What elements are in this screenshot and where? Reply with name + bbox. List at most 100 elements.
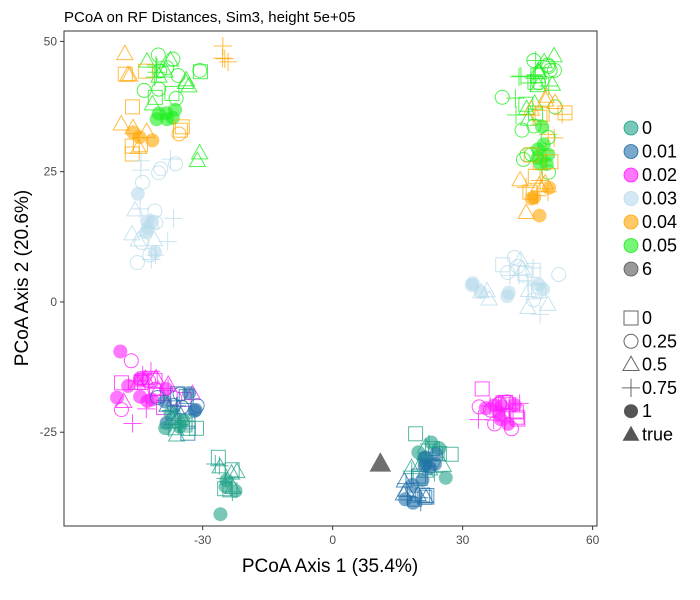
data-point <box>216 469 235 488</box>
data-point <box>210 456 229 475</box>
data-point <box>190 143 209 160</box>
legend-shape-label: true <box>642 425 673 445</box>
legend-color-label: 0.04 <box>642 212 677 232</box>
legend-item-color: 0 <box>623 118 652 138</box>
data-point <box>213 507 228 522</box>
data-point <box>141 362 161 381</box>
data-point <box>123 414 142 433</box>
y-tick-label: 50 <box>44 34 58 48</box>
data-point <box>542 180 557 195</box>
legend-shape-key <box>621 378 641 397</box>
data-point <box>113 402 129 418</box>
data-point <box>150 47 166 63</box>
data-point <box>213 36 232 56</box>
data-point <box>129 138 148 154</box>
data-point <box>478 401 493 416</box>
axes: -30 0 30 60 -25 0 25 50 <box>40 34 600 547</box>
data-point <box>527 168 543 184</box>
legend-color-key-outline <box>623 191 639 206</box>
data-point <box>506 105 526 125</box>
legend-item-color: 0.02 <box>623 165 677 185</box>
true-point <box>369 452 392 472</box>
y-tick-label: 0 <box>50 295 57 309</box>
y-axis-label: PCoA Axis 2 (20.6%) <box>12 190 33 366</box>
data-point <box>530 175 549 192</box>
data-point <box>228 462 246 479</box>
shape-legend: 0 0.25 0.5 0.75 1 true <box>621 308 677 445</box>
legend-shape-label: 0 <box>642 308 652 328</box>
data-point <box>178 388 194 404</box>
data-point <box>511 250 530 267</box>
legend-shape-key <box>623 310 639 326</box>
data-point <box>126 125 141 140</box>
data-point <box>536 282 551 297</box>
data-point <box>523 147 539 163</box>
data-point <box>131 199 150 218</box>
legend-color-label: 6 <box>642 259 652 279</box>
data-point <box>407 491 423 507</box>
legend-shape-key <box>623 333 639 349</box>
data-point <box>110 390 125 405</box>
data-point <box>500 289 515 304</box>
chart-title: PCoA on RF Distances, Sim3, height 5e+05 <box>64 9 355 26</box>
legend-shape-key <box>622 355 640 372</box>
data-point <box>422 460 437 475</box>
data-point <box>169 415 188 434</box>
data-point <box>522 99 541 116</box>
data-point <box>517 99 536 116</box>
data-point <box>514 122 530 138</box>
legend-shape-key <box>622 425 640 441</box>
data-point <box>133 365 152 385</box>
legend-color-key-outline <box>623 144 639 159</box>
legend-color-label: 0.03 <box>642 189 677 209</box>
data-point <box>493 412 508 427</box>
data-point <box>144 392 159 407</box>
data-point <box>543 154 559 170</box>
data-point <box>515 151 531 167</box>
legend-shape-label: 0.75 <box>642 378 677 398</box>
data-point <box>131 151 151 170</box>
data-point <box>164 209 183 228</box>
legend-color-key-outline <box>623 167 639 183</box>
data-point <box>443 446 459 462</box>
legend-color-key-outline <box>623 120 639 136</box>
data-point <box>530 171 550 190</box>
data-point <box>494 89 510 105</box>
data-point <box>517 265 533 281</box>
data-point <box>174 119 190 135</box>
data-point <box>187 403 202 418</box>
data-point <box>517 203 536 219</box>
data-point <box>161 150 180 169</box>
data-point <box>480 396 500 416</box>
data-point <box>218 52 238 72</box>
data-point <box>536 173 555 190</box>
legend-item-shape: 0.25 <box>623 331 677 351</box>
data-point <box>163 406 178 421</box>
data-point <box>546 93 565 109</box>
data-point <box>215 49 234 68</box>
data-point <box>509 67 529 86</box>
data-point <box>151 165 167 181</box>
data-point <box>524 258 543 277</box>
data-point <box>147 245 162 260</box>
data-point <box>504 421 520 437</box>
data-point <box>159 60 175 76</box>
data-point <box>126 200 144 217</box>
data-point <box>123 224 141 241</box>
data-point <box>527 74 543 90</box>
legend-item-color: 0.03 <box>623 189 677 209</box>
data-point <box>147 368 165 385</box>
y-tick-label: -25 <box>40 425 58 439</box>
x-axis-label: PCoA Axis 1 (35.4%) <box>242 556 418 577</box>
data-point <box>133 372 149 388</box>
data-point <box>137 122 156 138</box>
legend-color-key <box>624 121 638 135</box>
data-point <box>129 230 148 247</box>
data-point <box>519 109 538 126</box>
data-point <box>519 298 537 315</box>
data-point <box>526 53 542 69</box>
data-point <box>125 99 141 115</box>
data-point <box>142 212 161 229</box>
data-point <box>158 232 177 251</box>
legend-color-key <box>624 262 638 276</box>
